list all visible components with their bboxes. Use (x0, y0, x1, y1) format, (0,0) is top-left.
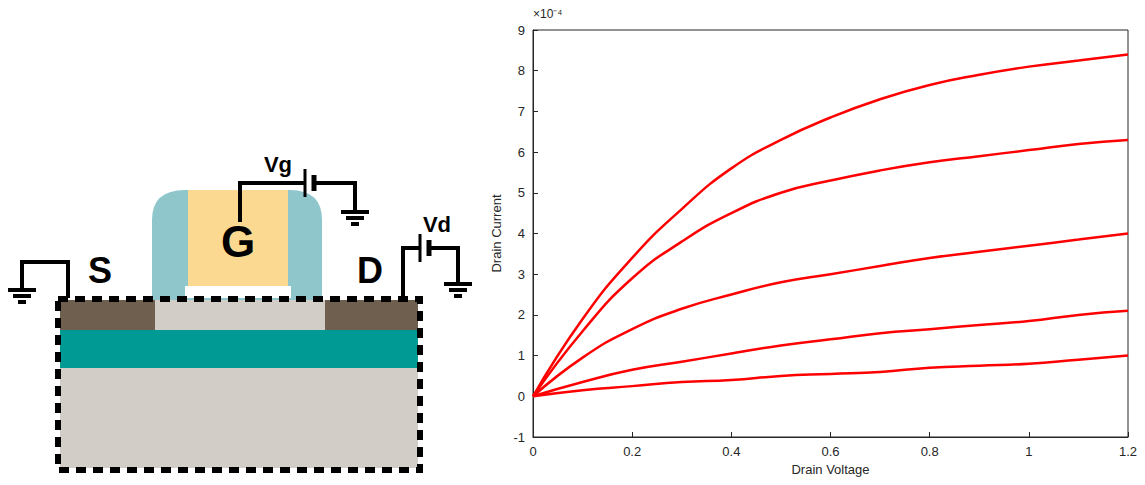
svg-text:9: 9 (518, 23, 525, 38)
svg-text:0.6: 0.6 (821, 444, 839, 459)
svg-text:0.4: 0.4 (722, 444, 740, 459)
svg-text:8: 8 (518, 63, 525, 78)
svg-text:2: 2 (518, 307, 525, 322)
svg-text:-1: -1 (513, 430, 525, 445)
svg-text:4: 4 (518, 226, 525, 241)
svg-text:Drain Current: Drain Current (489, 194, 504, 272)
svg-text:Vg: Vg (264, 152, 292, 177)
svg-text:1: 1 (518, 348, 525, 363)
svg-text:D: D (357, 250, 383, 291)
svg-text:3: 3 (518, 267, 525, 282)
svg-text:×10⁻⁴: ×10⁻⁴ (533, 7, 563, 21)
svg-text:1: 1 (1025, 444, 1032, 459)
svg-text:0: 0 (518, 389, 525, 404)
svg-text:G: G (221, 217, 255, 266)
svg-text:Drain Voltage: Drain Voltage (791, 462, 869, 477)
svg-text:0.2: 0.2 (623, 444, 641, 459)
svg-text:0: 0 (529, 444, 536, 459)
svg-text:6: 6 (518, 145, 525, 160)
svg-text:0.8: 0.8 (921, 444, 939, 459)
svg-text:5: 5 (518, 185, 525, 200)
svg-text:1.2: 1.2 (1119, 444, 1137, 459)
svg-text:Vd: Vd (423, 212, 451, 237)
svg-text:S: S (88, 250, 112, 291)
svg-text:7: 7 (518, 104, 525, 119)
